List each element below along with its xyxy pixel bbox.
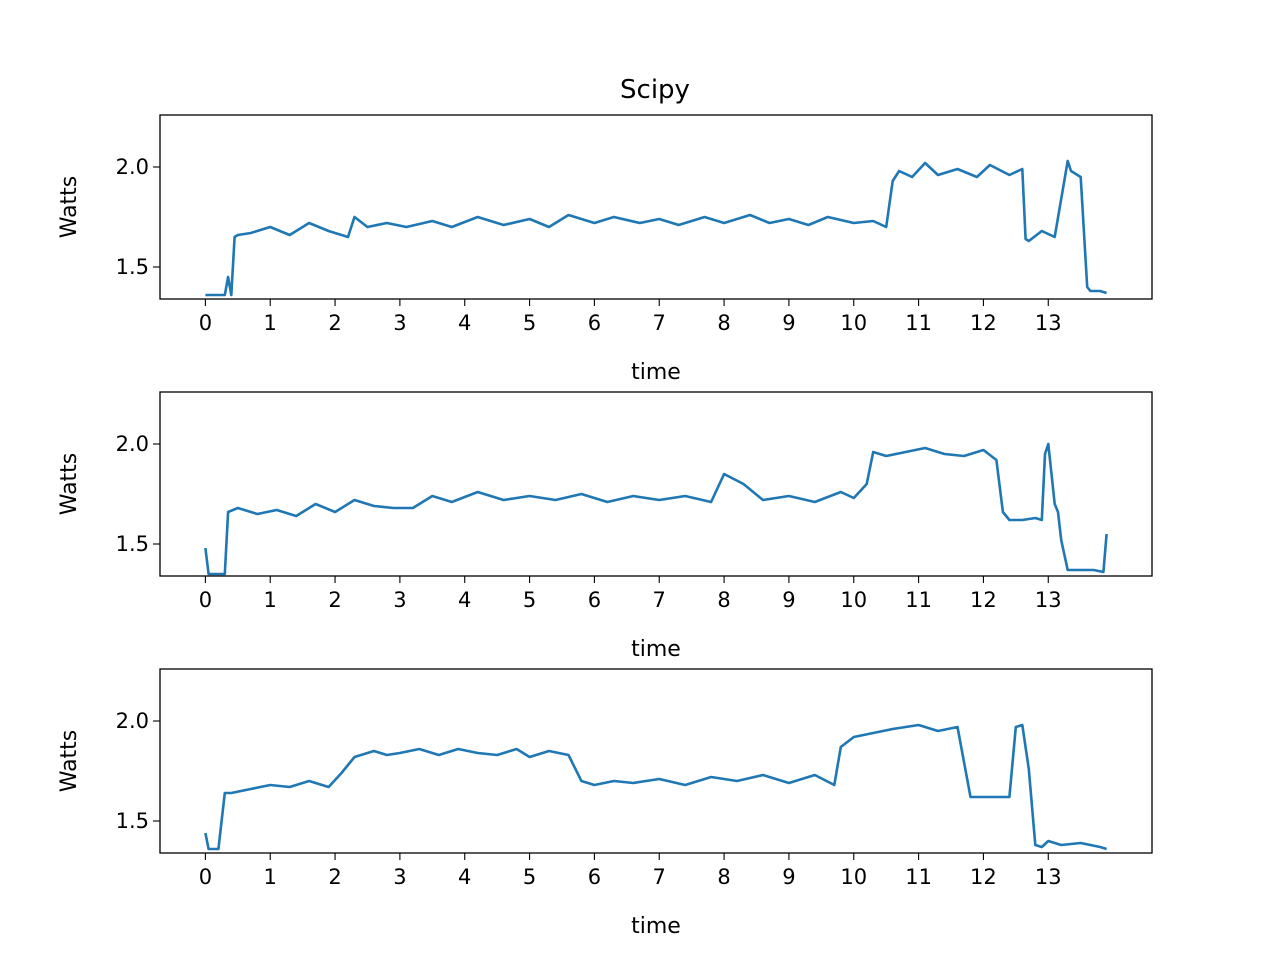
y-axis-label: Watts [57, 730, 82, 793]
x-tick-label: 10 [840, 311, 867, 335]
y-tick-label: 1.5 [116, 255, 149, 279]
axes-frame-3 [159, 668, 1153, 854]
x-tick-label: 1 [264, 588, 277, 612]
x-tick-label: 6 [588, 311, 601, 335]
x-tick-label: 11 [905, 865, 932, 889]
x-axis-label: time [631, 637, 681, 662]
axes-frame-1 [159, 114, 1153, 300]
x-tick-label: 9 [782, 588, 795, 612]
y-tick-label: 2.0 [116, 432, 149, 456]
x-tick-label: 3 [393, 588, 406, 612]
x-tick-label: 5 [523, 311, 536, 335]
y-tick-label: 1.5 [116, 809, 149, 833]
series-line-3-1 [204, 723, 1107, 851]
x-tick-label: 9 [782, 865, 795, 889]
x-tick-label: 11 [905, 588, 932, 612]
x-tick-label: 5 [523, 588, 536, 612]
x-tick-label: 10 [840, 865, 867, 889]
x-axis-label: time [631, 360, 681, 385]
x-tick-label: 0 [199, 588, 212, 612]
x-tick-label: 0 [199, 311, 212, 335]
x-tick-label: 1 [264, 865, 277, 889]
x-tick-label: 13 [1035, 588, 1062, 612]
x-tick-label: 1 [264, 311, 277, 335]
x-tick-label: 4 [458, 588, 471, 612]
x-tick-label: 11 [905, 311, 932, 335]
y-tick-label: 2.0 [116, 709, 149, 733]
x-tick-label: 12 [970, 865, 997, 889]
x-tick-label: 8 [717, 865, 730, 889]
x-tick-label: 10 [840, 588, 867, 612]
y-axis-label: Watts [57, 176, 82, 239]
x-tick-label: 6 [588, 588, 601, 612]
x-tick-label: 4 [458, 865, 471, 889]
x-tick-label: 5 [523, 865, 536, 889]
x-axis-label: time [631, 914, 681, 939]
x-tick-label: 7 [653, 865, 666, 889]
x-tick-label: 0 [199, 865, 212, 889]
series-line-1-1 [205, 159, 1107, 297]
x-tick-label: 2 [328, 311, 341, 335]
x-tick-label: 8 [717, 588, 730, 612]
x-tick-label: 3 [393, 311, 406, 335]
x-tick-label: 9 [782, 311, 795, 335]
x-tick-label: 3 [393, 865, 406, 889]
series-line-2-1 [204, 442, 1108, 576]
x-tick-label: 6 [588, 865, 601, 889]
y-axis-label: Watts [57, 453, 82, 516]
x-tick-label: 4 [458, 311, 471, 335]
x-tick-label: 2 [328, 865, 341, 889]
x-tick-label: 8 [717, 311, 730, 335]
x-tick-label: 13 [1035, 311, 1062, 335]
x-tick-label: 12 [970, 311, 997, 335]
x-tick-label: 2 [328, 588, 341, 612]
x-tick-label: 12 [970, 588, 997, 612]
x-tick-label: 13 [1035, 865, 1062, 889]
axes-frame-2 [159, 391, 1153, 577]
y-tick-label: 1.5 [116, 532, 149, 556]
figure-title: Scipy [620, 75, 690, 105]
x-tick-label: 7 [653, 588, 666, 612]
x-tick-label: 7 [653, 311, 666, 335]
y-tick-label: 2.0 [116, 155, 149, 179]
